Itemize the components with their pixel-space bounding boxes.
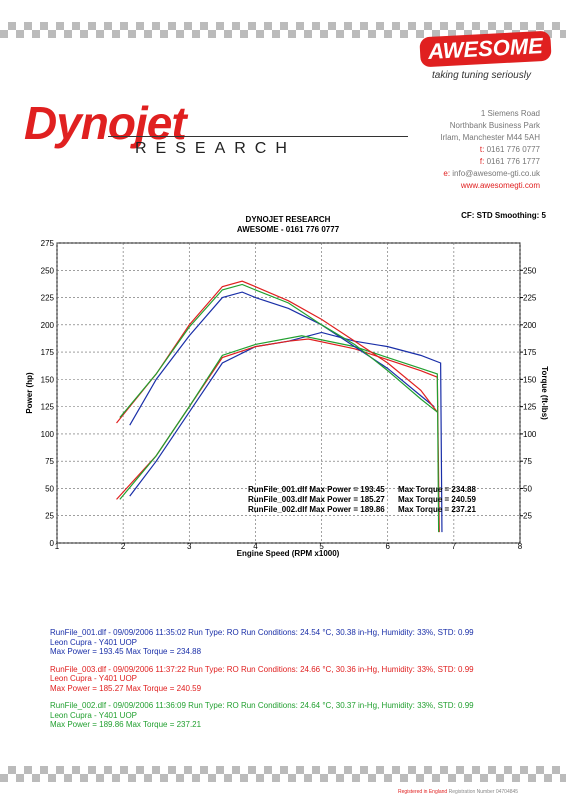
- rule: [108, 136, 408, 137]
- curve: [119, 283, 438, 418]
- y2-tick-label: 150: [523, 375, 537, 384]
- x-tick-label: 6: [385, 542, 390, 551]
- annotation-torque: Max Torque = 234.88: [398, 485, 476, 494]
- annotation-power: RunFile_002.dlf Max Power = 189.86: [248, 505, 385, 514]
- run-line: RunFile_003.dlf - 09/09/2006 11:37:22 Ru…: [50, 664, 474, 674]
- curve: [119, 335, 440, 533]
- checker-border: [0, 766, 566, 782]
- y-tick-label: 125: [41, 403, 55, 412]
- y-axis-label: Power (hp): [25, 372, 34, 414]
- run-line: RunFile_001.dlf - 09/09/2006 11:35:02 Ru…: [50, 628, 474, 637]
- dynojet-logo: Dynojet: [24, 97, 187, 149]
- address-line: Northbank Business Park: [449, 121, 540, 130]
- web-address: www.awesomegti.com: [460, 181, 540, 190]
- x-tick-label: 2: [121, 542, 126, 551]
- contact-prefix: e:: [443, 169, 451, 178]
- x-tick-label: 5: [319, 542, 324, 551]
- address-line: Irlam, Manchester M44 5AH: [440, 133, 540, 142]
- y-tick-label: 25: [45, 512, 54, 521]
- y2-tick-label: 125: [523, 403, 537, 412]
- annotation-power: RunFile_003.dlf Max Power = 185.27: [248, 495, 385, 504]
- x-tick-label: 4: [253, 542, 258, 551]
- checker-border: [0, 22, 566, 38]
- y-tick-label: 100: [41, 430, 55, 439]
- annotation-torque: Max Torque = 237.21: [398, 505, 476, 514]
- run-line: Leon Cupra - Y401 UOP: [50, 710, 138, 720]
- run-line: Max Power = 193.45 Max Torque = 234.88: [50, 647, 202, 656]
- chart-title: DYNOJET RESEARCH: [246, 215, 331, 224]
- annotation-torque: Max Torque = 240.59: [398, 495, 476, 504]
- x-axis-label: Engine Speed (RPM x1000): [237, 549, 340, 558]
- contact-prefix: f:: [479, 157, 485, 166]
- run-block: RunFile_002.dlf - 09/09/2006 11:36:09 Ru…: [50, 701, 550, 730]
- y-tick-label: 150: [41, 375, 55, 384]
- contact-line: f: 0161 776 1777: [360, 156, 540, 168]
- run-line: Leon Cupra - Y401 UOP: [50, 674, 138, 683]
- chart-settings: CF: STD Smoothing: 5: [461, 211, 546, 220]
- y-tick-label: 50: [45, 484, 54, 493]
- y-tick-label: 275: [41, 239, 55, 248]
- y-tick-label: 200: [41, 321, 55, 330]
- x-tick-label: 8: [518, 542, 523, 551]
- chart: DYNOJET RESEARCH AWESOME - 0161 776 0777…: [25, 211, 549, 558]
- contact-prefix: t:: [479, 145, 485, 154]
- run-line: Leon Cupra - Y401 UOP: [50, 637, 138, 647]
- contact-text: 0161 776 1777: [486, 157, 540, 166]
- y-tick-label: 225: [41, 294, 55, 303]
- run-line: Max Power = 189.86 Max Torque = 237.21: [50, 720, 202, 729]
- y2-tick-label: 250: [523, 266, 537, 275]
- run-block: RunFile_001.dlf - 09/09/2006 11:35:02 Ru…: [50, 628, 550, 657]
- footer: Registered in England Registration Numbe…: [398, 789, 518, 795]
- y2-tick-label: 75: [523, 457, 532, 466]
- research-logo: RESEARCH: [135, 140, 296, 157]
- y2-tick-label: 200: [523, 321, 537, 330]
- x-tick-label: 3: [187, 542, 192, 551]
- contact-text: 0161 776 0777: [486, 145, 540, 154]
- annotation-power: RunFile_001.dlf Max Power = 193.45: [248, 485, 385, 494]
- run-block: RunFile_003.dlf - 09/09/2006 11:37:22 Ru…: [50, 665, 550, 694]
- footer-number: Registration Number 04704845: [448, 789, 519, 795]
- run-line: RunFile_002.dlf - 09/09/2006 11:36:09 Ru…: [50, 701, 474, 710]
- chart-subtitle: AWESOME - 0161 776 0777: [237, 225, 340, 234]
- contact-line: e: info@awesome-gti.co.uk: [360, 168, 540, 180]
- run-info: RunFile_001.dlf - 09/09/2006 11:35:02 Ru…: [50, 628, 550, 738]
- y-tick-label: 175: [41, 348, 55, 357]
- x-tick-label: 1: [55, 542, 60, 551]
- curve: [129, 291, 435, 426]
- address: 1 Siemens Road Northbank Business Park Irl…: [360, 108, 540, 192]
- y2-tick-label: 25: [523, 512, 532, 521]
- y2-tick-label: 175: [523, 348, 537, 357]
- y2-tick-label: 100: [523, 430, 537, 439]
- y2-tick-label: 225: [523, 294, 537, 303]
- y-tick-label: 0: [50, 539, 55, 548]
- y-tick-label: 75: [45, 457, 54, 466]
- contact-line: t: 0161 776 0777: [360, 144, 540, 156]
- footer-registered: Registered in England: [398, 789, 448, 795]
- y-tick-label: 250: [41, 266, 55, 275]
- run-line: Max Power = 185.27 Max Torque = 240.59: [50, 683, 202, 693]
- y2-tick-label: 50: [523, 484, 532, 493]
- tagline: taking tuning seriously: [432, 70, 531, 81]
- x-tick-label: 7: [452, 542, 457, 551]
- contact-text: info@awesome-gti.co.uk: [452, 169, 540, 178]
- curve: [116, 280, 438, 424]
- y2-axis-label: Torque (ft-lbs): [540, 366, 549, 420]
- address-line: 1 Siemens Road: [480, 109, 540, 118]
